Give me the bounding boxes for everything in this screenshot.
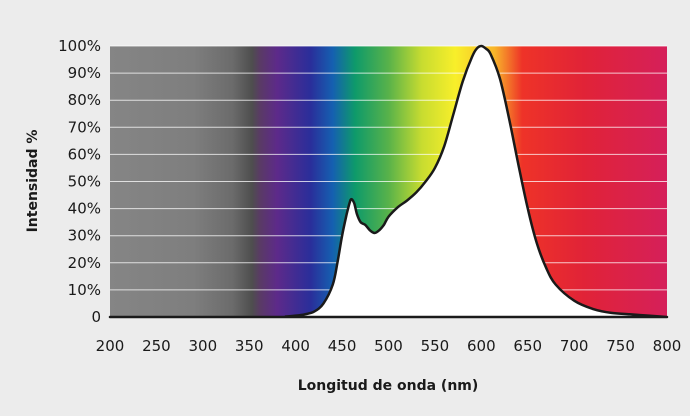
x-tick-label: 550 xyxy=(421,337,450,355)
y-tick-label: 10% xyxy=(68,281,101,299)
x-tick-label: 350 xyxy=(235,337,264,355)
y-tick-label: 90% xyxy=(68,64,101,82)
x-tick-label: 700 xyxy=(560,337,589,355)
y-tick-label: 40% xyxy=(68,200,101,218)
x-tick-labels: 200 250 300 350 400 450 500 550 600 650 700 750 800 xyxy=(96,337,682,355)
x-tick-label: 250 xyxy=(142,337,171,355)
x-tick-label: 800 xyxy=(653,337,682,355)
x-tick-label: 400 xyxy=(281,337,310,355)
x-tick-label: 600 xyxy=(467,337,496,355)
x-tick-label: 500 xyxy=(374,337,403,355)
y-axis-title: Intensidad % xyxy=(25,130,41,233)
y-tick-label: 20% xyxy=(68,254,101,272)
x-axis-title: Longitud de onda (nm) xyxy=(298,378,479,394)
x-tick-label: 650 xyxy=(513,337,542,355)
y-tick-label: 70% xyxy=(68,118,101,136)
y-tick-label: 0 xyxy=(91,308,101,326)
y-tick-labels: 0 10% 20% 30% 40% 50% 60% 70% 80% 90% 100% xyxy=(58,37,101,326)
y-tick-label: 50% xyxy=(68,173,101,191)
x-tick-label: 450 xyxy=(328,337,357,355)
y-tick-label: 30% xyxy=(68,227,101,245)
intensity-curve xyxy=(108,44,669,319)
x-tick-label: 200 xyxy=(96,337,125,355)
y-tick-label: 60% xyxy=(68,145,101,163)
y-tick-label: 100% xyxy=(58,37,101,55)
x-tick-label: 300 xyxy=(189,337,218,355)
x-tick-label: 750 xyxy=(606,337,635,355)
y-tick-label: 80% xyxy=(68,91,101,109)
